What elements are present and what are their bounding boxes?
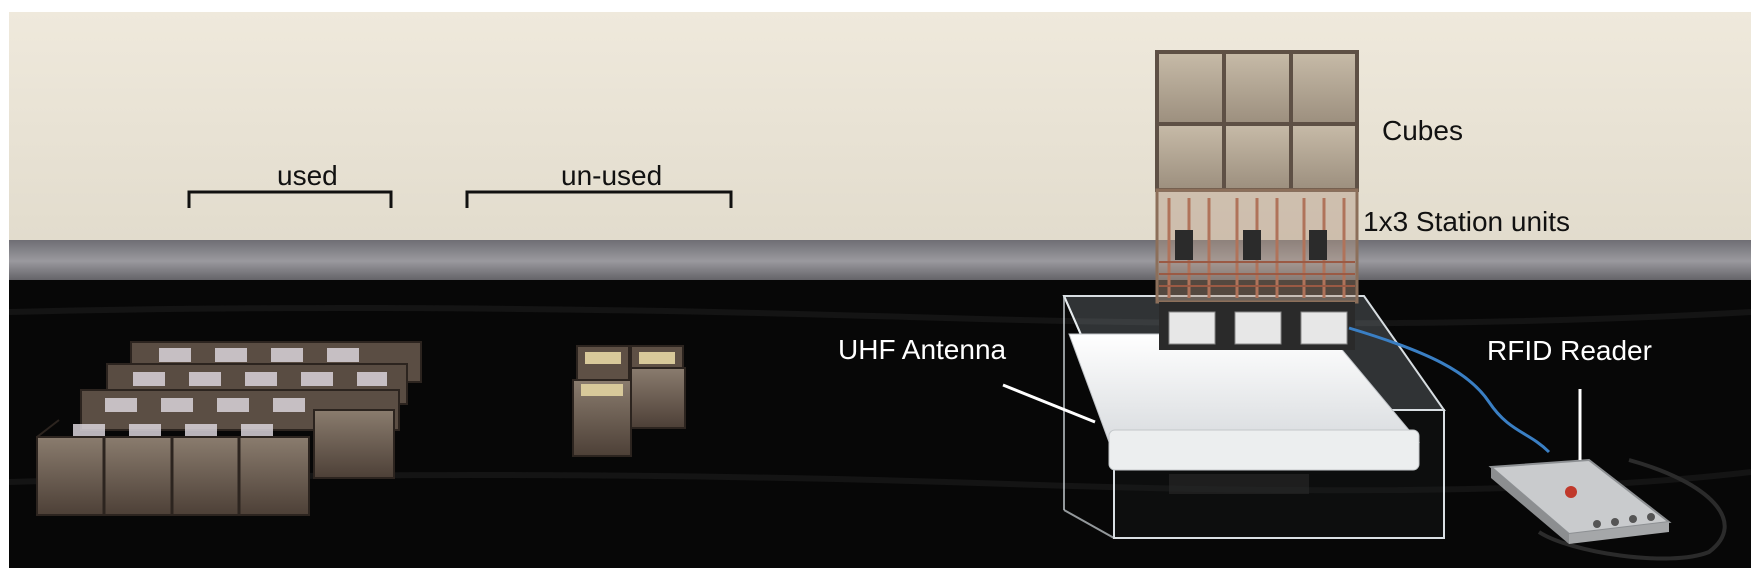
baseboard bbox=[9, 240, 1751, 282]
label-rfid-reader: RFID Reader bbox=[1487, 335, 1652, 366]
scene-photo bbox=[9, 12, 1751, 568]
label-used: used bbox=[277, 160, 338, 191]
label-uhf-antenna: UHF Antenna bbox=[838, 334, 1007, 365]
photo-frame bbox=[9, 12, 1751, 568]
reader-cable bbox=[1348, 326, 1551, 454]
bracket-unused bbox=[465, 190, 733, 208]
label-unused: un-used bbox=[561, 160, 663, 191]
bracket-used bbox=[187, 190, 393, 208]
cube-tower bbox=[1155, 50, 1359, 350]
label-cubes: Cubes bbox=[1382, 115, 1463, 146]
uhf-antenna-pointer bbox=[1002, 383, 1096, 424]
reader-cable-black bbox=[1537, 458, 1727, 561]
unused-cubes bbox=[572, 345, 686, 457]
wall bbox=[9, 12, 1751, 240]
uhf-antenna-panel bbox=[1068, 333, 1421, 494]
label-station-units: 1x3 Station units bbox=[1363, 206, 1571, 237]
used-cubes bbox=[36, 341, 422, 516]
rfid-reader-device bbox=[1488, 458, 1672, 544]
